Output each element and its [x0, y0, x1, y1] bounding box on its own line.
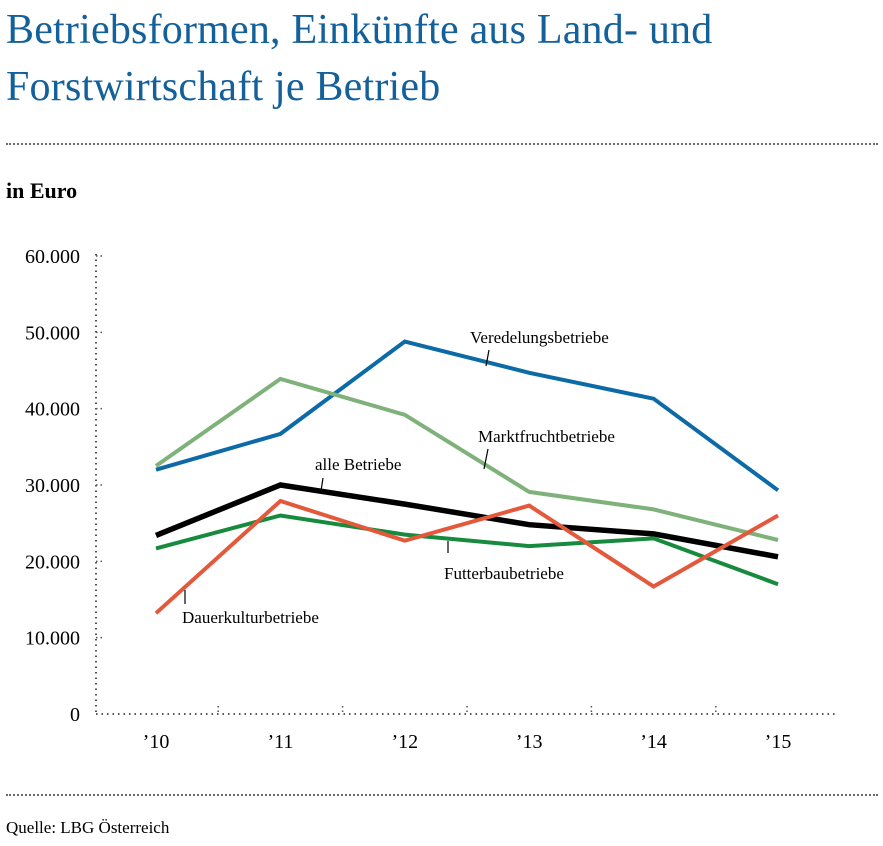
label-leader — [320, 477, 324, 492]
series-label: Marktfruchtbetriebe — [478, 427, 615, 446]
top-divider — [6, 143, 878, 145]
y-tick-label: 20.000 — [25, 551, 80, 573]
label-leader — [483, 448, 489, 470]
x-tick-label: ’13 — [516, 731, 543, 753]
x-tick-label: ’14 — [640, 731, 667, 753]
x-tick-label: ’10 — [143, 731, 170, 753]
y-tick-label: 50.000 — [25, 322, 80, 344]
label-leader — [485, 349, 490, 367]
series-line-1 — [154, 376, 779, 542]
series-label: Dauerkulturbetriebe — [182, 608, 319, 627]
chart-title: Betriebsformen, Einkünfte aus Land- und … — [6, 7, 713, 110]
series-line-4 — [154, 498, 779, 615]
y-tick-label: 30.000 — [25, 475, 80, 497]
y-tick-label: 60.000 — [25, 246, 80, 268]
x-tick-label: ’15 — [765, 731, 792, 753]
series-label: Futterbaubetriebe — [444, 564, 564, 583]
x-tick-label: ’12 — [391, 731, 418, 753]
y-unit-label: in Euro — [6, 178, 78, 203]
x-tick-label: ’11 — [267, 731, 293, 753]
series-line-2 — [154, 482, 779, 560]
y-tick-label: 0 — [70, 704, 80, 726]
bottom-divider — [6, 794, 878, 796]
series-line-0 — [155, 339, 780, 492]
series-label: alle Betriebe — [315, 455, 401, 474]
y-tick-label: 40.000 — [25, 399, 80, 421]
series-label: Veredelungsbetriebe — [470, 328, 609, 347]
source-note: Quelle: LBG Österreich — [6, 818, 170, 837]
y-tick-label: 10.000 — [25, 628, 80, 650]
